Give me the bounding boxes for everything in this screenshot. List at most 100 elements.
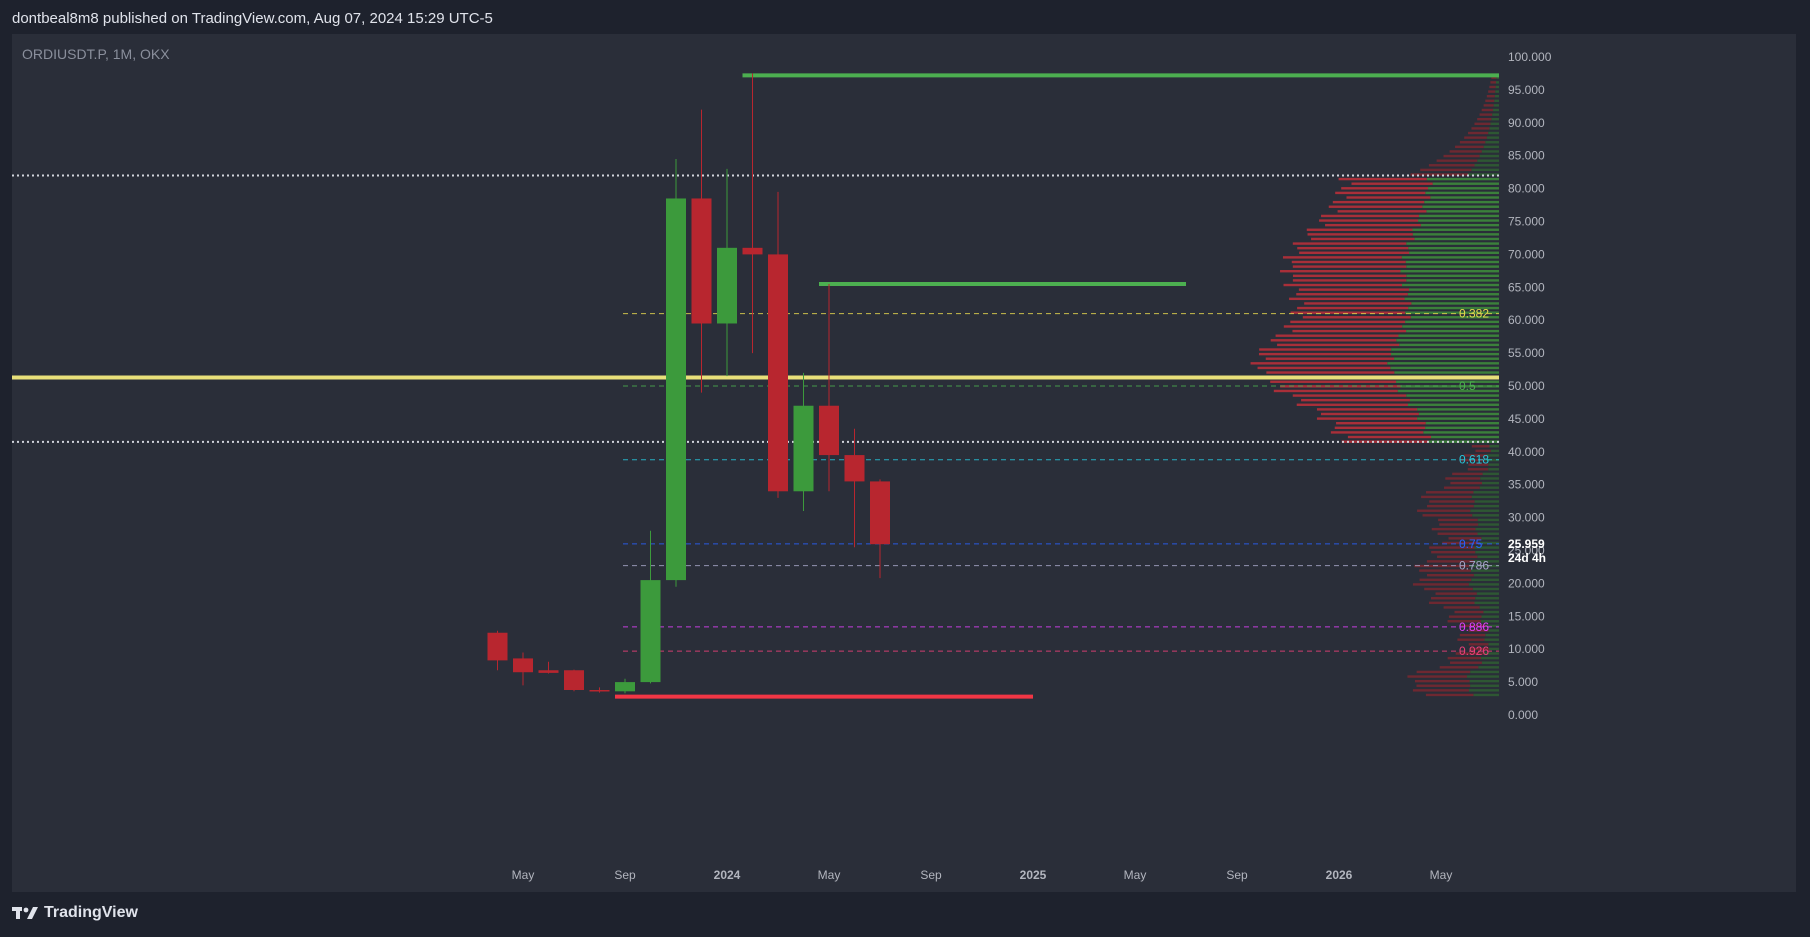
volume-profile-bar: [1450, 661, 1482, 664]
volume-profile-bar: [1387, 362, 1499, 365]
volume-profile-bar: [1394, 357, 1499, 360]
volume-profile-bar: [1390, 366, 1499, 370]
volume-profile-bar: [1430, 196, 1499, 199]
volume-profile-bar: [1481, 150, 1499, 153]
volume-profile-bar: [1495, 90, 1499, 93]
volume-profile-bar: [1474, 122, 1491, 126]
volume-profile-bar: [1412, 583, 1469, 586]
volume-profile-bar: [1483, 652, 1499, 655]
volume-profile-bar: [1477, 118, 1492, 121]
volume-profile-bar: [1290, 320, 1406, 324]
volume-profile-bar: [1266, 371, 1395, 374]
volume-profile-bar: [1447, 656, 1482, 660]
volume-profile-bar: [1417, 417, 1499, 420]
volume-profile-bar: [1485, 633, 1499, 637]
volume-profile-bar: [1493, 104, 1499, 107]
volume-profile-bar: [1468, 643, 1489, 646]
volume-profile-bar: [1426, 560, 1474, 563]
price-tick-label: 85.000: [1508, 149, 1545, 163]
volume-profile-bar: [1408, 288, 1499, 291]
volume-profile-bar: [1494, 94, 1499, 98]
footer-bar: TradingView: [0, 892, 1810, 937]
volume-profile-bar: [1335, 191, 1426, 195]
volume-profile-bar: [1412, 233, 1499, 236]
volume-profile-bar: [1488, 629, 1499, 632]
volume-profile-bar: [1479, 606, 1499, 609]
volume-profile-bar: [1411, 302, 1499, 305]
tradingview-brand: TradingView: [44, 904, 138, 921]
volume-profile-bar: [1424, 587, 1473, 591]
volume-profile-bar: [1473, 504, 1499, 508]
candle-up: [793, 405, 814, 492]
volume-profile-bar: [1292, 329, 1407, 333]
volume-profile-bar: [1277, 343, 1400, 347]
volume-profile-bar: [1259, 348, 1392, 351]
volume-profile-bar: [1296, 293, 1408, 296]
volume-profile-bar: [1476, 592, 1499, 595]
volume-profile-bar: [1437, 555, 1478, 558]
volume-profile-bar: [1432, 182, 1499, 185]
volume-profile-bar: [1484, 638, 1499, 641]
candle-up: [666, 198, 686, 581]
volume-profile-bar: [1474, 164, 1499, 167]
fib-level-label: 0.786: [1459, 559, 1489, 573]
chart-panel[interactable]: 0.382 0.5 0.618 0.75 0.786 0.886 0.926 100.000 9…: [12, 34, 1796, 892]
volume-profile-bar: [1422, 205, 1499, 208]
volume-profile-bar: [1452, 472, 1483, 476]
volume-profile-bar: [1425, 191, 1499, 195]
volume-profile-bar: [1470, 684, 1499, 687]
volume-profile-bar: [1470, 670, 1499, 674]
volume-profile-bar: [1427, 574, 1474, 577]
volume-profile-bar: [1341, 187, 1428, 190]
volume-profile-bar: [1304, 302, 1412, 305]
volume-profile-bar: [1280, 385, 1401, 388]
price-tick-label: 30.000: [1508, 511, 1545, 525]
volume-profile-bar: [1405, 311, 1499, 314]
volume-profile-bar: [1426, 210, 1499, 213]
tradingview-logo[interactable]: TradingView: [12, 904, 138, 922]
volume-profile-bar: [1298, 288, 1409, 291]
volume-profile-bar: [1479, 486, 1499, 489]
volume-profile-bar: [1482, 472, 1499, 476]
time-tick-label: Sep: [920, 868, 942, 882]
volume-profile-bar: [1471, 495, 1499, 499]
volume-profile-bar: [1330, 431, 1424, 434]
volume-profile-bar: [1464, 136, 1487, 139]
volume-profile-bar: [1483, 610, 1499, 614]
volume-profile-bar: [1494, 99, 1499, 102]
time-tick-label: May: [1124, 868, 1147, 882]
price-chart[interactable]: 0.382 0.5 0.618 0.75 0.786 0.886 0.926 100.000 9…: [12, 34, 1796, 892]
volume-profile-bar: [1478, 666, 1499, 669]
volume-profile-bar: [1431, 550, 1476, 554]
volume-profile-bar: [1473, 693, 1499, 697]
volume-profile-bar: [1455, 652, 1484, 655]
volume-profile-bar: [1428, 164, 1475, 167]
volume-profile-bar: [1475, 449, 1491, 453]
volume-profile-bar: [1402, 283, 1499, 287]
price-tick-label: 15.000: [1508, 609, 1545, 623]
publish-header: dontbeal8m8 published on TradingView.com…: [0, 0, 1810, 34]
price-tick-label: 40.000: [1508, 445, 1545, 459]
volume-profile-bar: [1407, 675, 1467, 678]
volume-profile-bar: [1341, 440, 1429, 443]
volume-profile-bar: [1416, 670, 1471, 674]
volume-profile-bar: [1492, 113, 1499, 116]
volume-profile-bar: [1468, 629, 1489, 632]
volume-profile-bar: [1489, 127, 1499, 130]
price-tick-label: 65.000: [1508, 280, 1545, 294]
volume-profile-bar: [1477, 532, 1499, 535]
volume-profile-bar: [1436, 159, 1478, 162]
volume-profile-bar: [1480, 477, 1499, 480]
volume-profile-bar: [1410, 173, 1469, 176]
volume-profile-bar: [1475, 550, 1499, 554]
volume-profile-bar: [1426, 177, 1499, 181]
volume-profile-bar: [1396, 380, 1499, 383]
volume-profile-bar: [1437, 532, 1478, 535]
volume-profile-bar: [1443, 606, 1480, 609]
volume-profile-bar: [1431, 435, 1499, 439]
candle-up: [640, 580, 661, 683]
volume-profile-bar: [1439, 666, 1479, 669]
fib-level-label: 0.886: [1459, 620, 1489, 634]
candle-down: [538, 670, 559, 673]
volume-profile-bar: [1402, 325, 1499, 328]
